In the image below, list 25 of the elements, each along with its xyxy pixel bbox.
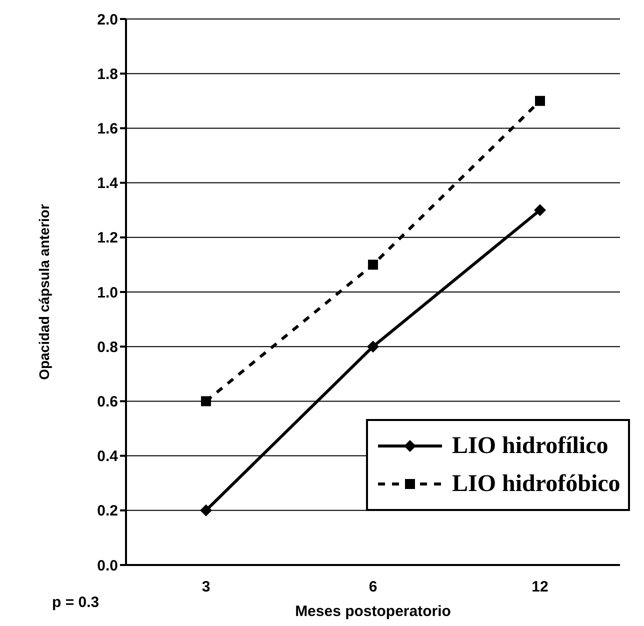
y-tick-label: 1.8 <box>97 66 118 83</box>
y-tick-label: 0.4 <box>97 448 119 466</box>
y-axis-title: Opacidad cápsula anterior <box>36 204 52 380</box>
y-tick-label: 1.2 <box>97 230 118 247</box>
y-tick-label: 0.2 <box>97 502 118 520</box>
legend-label: LIO hidrofílico <box>452 432 608 460</box>
point <box>535 96 545 106</box>
y-tick-label: 0.8 <box>97 338 118 356</box>
point <box>201 396 211 406</box>
y-tick-label: 1.4 <box>97 175 119 192</box>
x-tick-label: 3 <box>202 578 210 596</box>
point <box>367 340 379 353</box>
point <box>200 504 212 516</box>
text: p = 0.3 <box>52 594 100 611</box>
x-tick-label: 6 <box>368 578 378 596</box>
y-tick-label: 1.6 <box>97 120 118 138</box>
y-tick-label: 1.0 <box>97 284 118 302</box>
x-tick-label: 12 <box>532 578 548 596</box>
y-tick-label: 0.6 <box>97 394 118 411</box>
point <box>534 204 546 216</box>
x-axis-title: Meses postoperatorio <box>295 603 451 620</box>
legend-label: LIO hidrofóbico <box>452 470 620 498</box>
y-tick-label: 2.0 <box>97 11 118 28</box>
point <box>368 260 378 270</box>
y-tick-label: 0.0 <box>97 557 118 574</box>
